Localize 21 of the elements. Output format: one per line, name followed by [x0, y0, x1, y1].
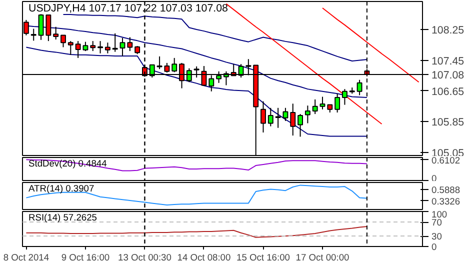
y-tick-label: 107.45	[432, 55, 464, 68]
y-tick-label: 30	[432, 232, 442, 242]
x-tick-label: 17 Oct 00:00	[296, 252, 350, 262]
y-tick-label: 0.6102	[432, 156, 460, 166]
chart-title: ATR(14) 0.3907	[28, 184, 94, 194]
y-tick-label: 0	[432, 242, 437, 252]
y-tick-label: 108.25	[432, 24, 464, 37]
chart-title: RSI(14) 57.2625	[28, 212, 97, 222]
chart-title: USDJPY,H4 107.17 107.22 107.03 107.08	[28, 2, 228, 14]
y-tick-label: 70	[432, 218, 442, 228]
x-tick-label: 8 Oct 2014	[3, 252, 50, 262]
y-tick-label: 100	[432, 210, 448, 220]
y-tick-label: 105.85	[432, 116, 464, 129]
x-tick-label: 13 Oct 00:30	[118, 252, 172, 262]
x-tick-label: 14 Oct 08:00	[177, 252, 231, 262]
x-tick-label: 9 Oct 16:00	[61, 252, 110, 262]
x-tick-label: 15 Oct 16:00	[236, 252, 290, 262]
y-tick-label: 0.3326	[432, 196, 460, 206]
y-tick-label: 0.5888	[432, 184, 460, 195]
y-tick-label: 106.65	[432, 86, 464, 98]
ref-line-label: 107.08	[432, 69, 464, 82]
